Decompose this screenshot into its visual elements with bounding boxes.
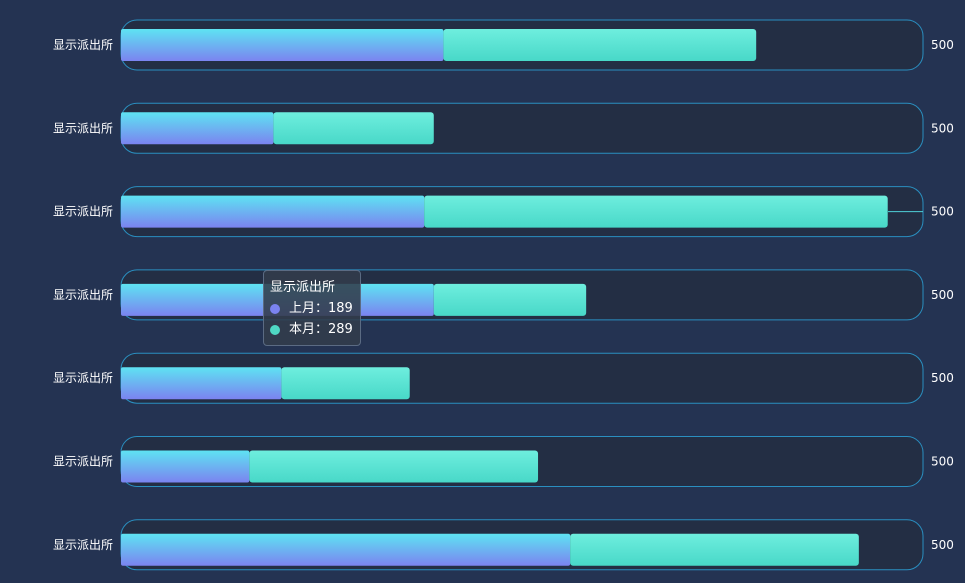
bar-segment[interactable] — [249, 450, 539, 483]
bar-segment[interactable] — [121, 367, 282, 400]
max-value-label: 500 — [931, 205, 954, 219]
max-value-label: 500 — [931, 38, 954, 52]
bar-segment[interactable] — [424, 195, 888, 228]
bar-segment[interactable] — [121, 112, 274, 145]
max-value-label: 500 — [931, 538, 954, 552]
category-label: 显示派出所 — [53, 288, 113, 302]
bar-segment[interactable] — [121, 195, 425, 228]
tooltip-value-prev-month: 上月：189 — [289, 301, 353, 316]
category-label: 显示派出所 — [53, 455, 113, 469]
bar-segment[interactable] — [281, 367, 410, 400]
max-value-label: 500 — [931, 288, 954, 302]
tooltip-row-prev-month: 上月：189 — [270, 298, 354, 319]
max-value-label: 500 — [931, 121, 954, 135]
tooltip-title: 显示派出所 — [270, 280, 336, 295]
max-value-label: 500 — [931, 455, 954, 469]
bar-segment[interactable] — [273, 112, 434, 145]
bar-segment[interactable] — [433, 283, 587, 316]
bar-segment[interactable] — [570, 533, 859, 566]
chart-tooltip: 显示派出所 上月：189 本月：289 — [263, 270, 361, 346]
bar-segment[interactable] — [121, 533, 571, 566]
series-dot-icon — [270, 324, 280, 335]
category-label: 显示派出所 — [53, 38, 113, 52]
category-label: 显示派出所 — [53, 205, 113, 219]
category-label: 显示派出所 — [53, 538, 113, 552]
bar-segment[interactable] — [121, 29, 444, 61]
max-value-label: 500 — [931, 371, 954, 385]
tooltip-row-this-month: 本月：289 — [270, 319, 354, 340]
bar-segment[interactable] — [121, 450, 250, 483]
series-dot-icon — [270, 303, 280, 314]
tooltip-value-this-month: 本月：289 — [289, 322, 353, 337]
category-label: 显示派出所 — [53, 371, 113, 385]
bar-segment[interactable] — [443, 29, 757, 61]
category-label: 显示派出所 — [53, 121, 113, 135]
